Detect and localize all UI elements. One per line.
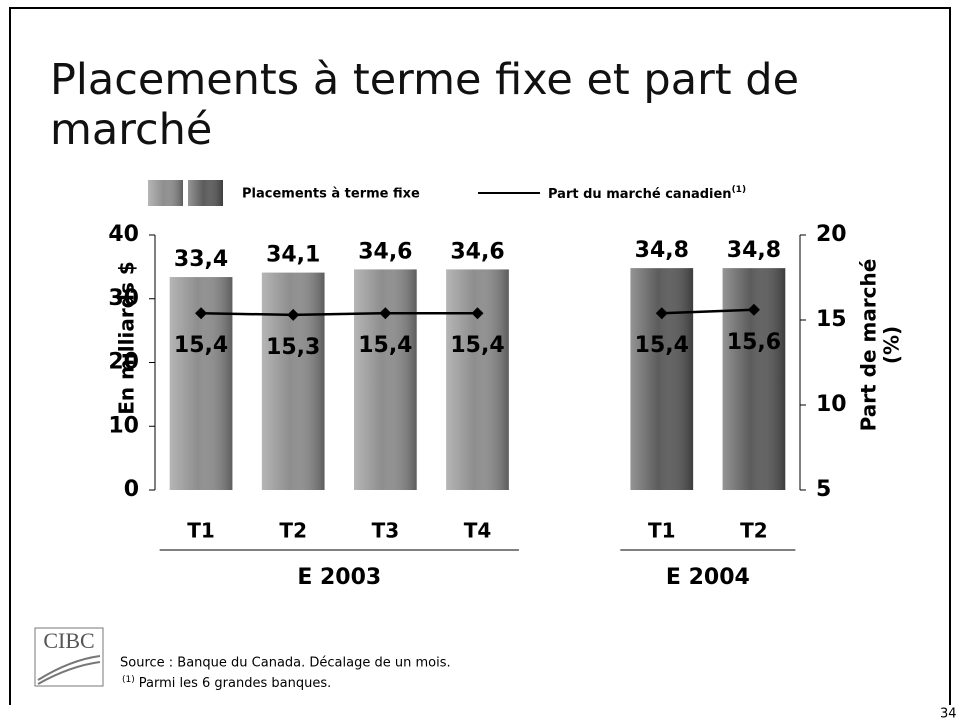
y2-tick-label: 20 <box>816 222 847 247</box>
y-tick-label: 10 <box>108 413 139 438</box>
slide-title: Placements à terme fixe et part de march… <box>50 55 800 155</box>
x-tick-label: T2 <box>279 519 307 543</box>
line-value-label: 15,4 <box>358 333 412 358</box>
y2-axis-label: Part de marché <box>857 259 881 432</box>
bar-value-label: 34,8 <box>727 238 781 263</box>
legend-label: Part du marché canadien(1) <box>548 185 746 202</box>
bar-shade <box>722 268 786 490</box>
legend-label-name: Part du marché canadien <box>548 187 732 202</box>
line-marker <box>287 308 300 321</box>
legend-label: Placements à terme fixe <box>242 187 420 202</box>
y-tick-label: 20 <box>108 350 139 375</box>
footnote-text: Parmi les 6 grandes banques. <box>139 676 331 691</box>
line-marker <box>195 307 208 320</box>
bar-value-label: 34,1 <box>266 243 320 268</box>
line-marker <box>747 303 760 316</box>
footnote: (1) Parmi les 6 grandes banques. <box>122 675 331 691</box>
y-tick-label: 40 <box>108 222 139 247</box>
x-tick-label: T3 <box>372 519 400 543</box>
line-value-label: 15,4 <box>174 333 228 358</box>
line-value-label: 15,3 <box>266 335 320 360</box>
y2-tick-label: 10 <box>816 392 847 417</box>
x-tick-label: T1 <box>187 519 215 543</box>
line-value-label: 15,4 <box>635 333 689 358</box>
x-tick-label: T1 <box>648 519 676 543</box>
y2-tick-label: 5 <box>816 477 831 502</box>
legend-swatch-shade <box>148 180 183 206</box>
bar-value-label: 33,4 <box>174 247 228 272</box>
logo-text: CIBC <box>43 628 94 653</box>
group-label: E 2003 <box>297 565 381 590</box>
slide-frame <box>9 7 951 705</box>
line-marker <box>471 307 484 320</box>
page-number: 34 <box>940 707 956 721</box>
bar-value-label: 34,6 <box>358 239 412 264</box>
line-marker <box>379 307 392 320</box>
bar-shade <box>261 272 325 490</box>
legend-swatch-shade <box>188 180 223 206</box>
bar-shade <box>630 268 694 490</box>
line-value-label: 15,4 <box>450 333 504 358</box>
line-value-label: 15,6 <box>727 330 781 355</box>
y-axis-label: En milliards $ <box>115 261 139 415</box>
logo-swoosh <box>37 655 101 685</box>
bar-shade <box>446 269 509 490</box>
y2-axis-label: (%) <box>880 326 904 364</box>
y2-tick-label: 15 <box>816 307 847 332</box>
line-marker <box>655 307 668 320</box>
source-note: Source : Banque du Canada. Décalage de u… <box>120 656 451 671</box>
y-tick-label: 30 <box>108 286 139 311</box>
footnote-marker: (1) <box>122 675 135 685</box>
x-tick-label: T2 <box>740 519 768 543</box>
group-label: E 2004 <box>666 565 750 590</box>
bar-value-label: 34,6 <box>450 239 504 264</box>
x-tick-label: T4 <box>464 519 492 543</box>
bar-shade <box>354 269 417 490</box>
logo: CIBC <box>34 627 104 687</box>
bar-value-label: 34,8 <box>635 238 689 263</box>
legend-label-note: (1) <box>732 185 747 195</box>
line <box>201 308 754 317</box>
y-tick-label: 0 <box>124 477 139 502</box>
